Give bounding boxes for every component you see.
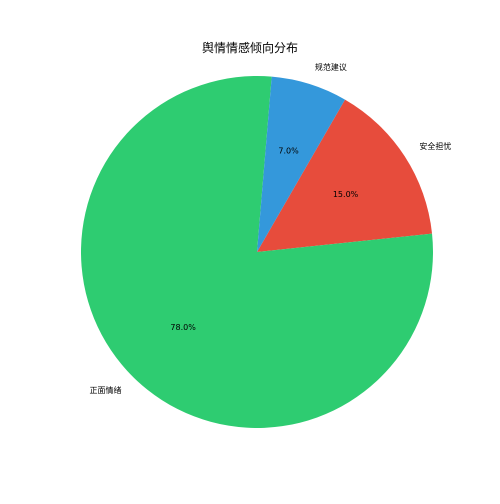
chart-title: 舆情情感倾向分布 [0, 41, 500, 55]
pie-slices [81, 76, 433, 428]
pie-category-label-2: 正面情绪 [90, 385, 122, 395]
pie-category-label-1: 安全担忧 [419, 141, 451, 151]
pie-percent-label-1: 15.0% [333, 190, 359, 199]
pie-percent-label-2: 78.0% [170, 323, 196, 332]
pie-category-label-3: 规范建议 [315, 62, 347, 72]
pie-percent-label-3: 7.0% [278, 147, 299, 156]
